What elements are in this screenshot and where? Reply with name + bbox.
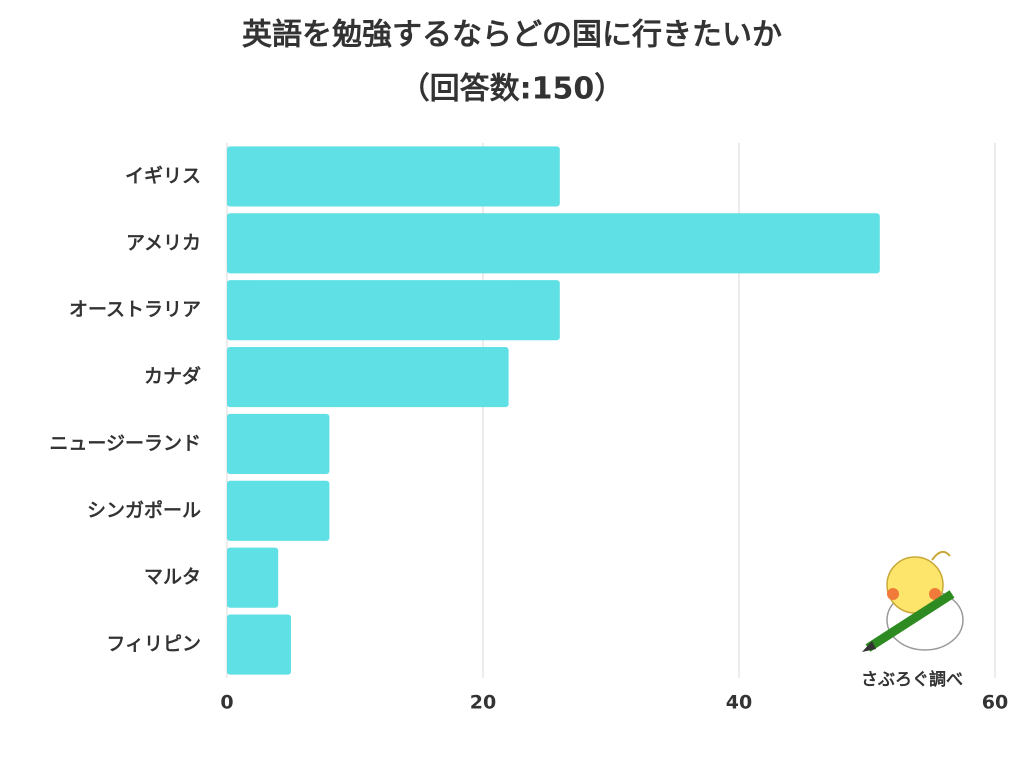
y-tick-label: イギリス xyxy=(125,165,201,187)
bar xyxy=(227,346,509,408)
chart-title: 英語を勉強するならどの国に行きたいか xyxy=(242,18,782,53)
bar xyxy=(227,280,560,341)
logo-bird xyxy=(862,550,964,652)
y-tick-label: フィリピン xyxy=(106,633,201,655)
bar xyxy=(227,547,279,608)
bar xyxy=(227,146,560,207)
y-tick-label: マルタ xyxy=(144,566,201,588)
y-tick-label: カナダ xyxy=(144,365,201,388)
chart-subtitle: （回答数:150） xyxy=(400,72,625,107)
annotation: さぶろぐ調べ xyxy=(861,669,963,690)
x-tick-label: 60 xyxy=(982,692,1008,714)
y-tick-label: シンガポール xyxy=(87,498,201,521)
x-tick-label: 0 xyxy=(220,692,233,714)
x-tick-label: 40 xyxy=(726,692,752,714)
bar xyxy=(227,213,880,274)
y-tick-label: オーストラリア xyxy=(69,299,201,321)
x-tick-label: 20 xyxy=(470,692,496,714)
bar xyxy=(227,413,330,475)
y-tick-label: ニュージーランド xyxy=(49,432,201,454)
bar xyxy=(227,480,330,541)
bar xyxy=(227,614,291,675)
y-tick-label: アメリカ xyxy=(126,232,201,254)
